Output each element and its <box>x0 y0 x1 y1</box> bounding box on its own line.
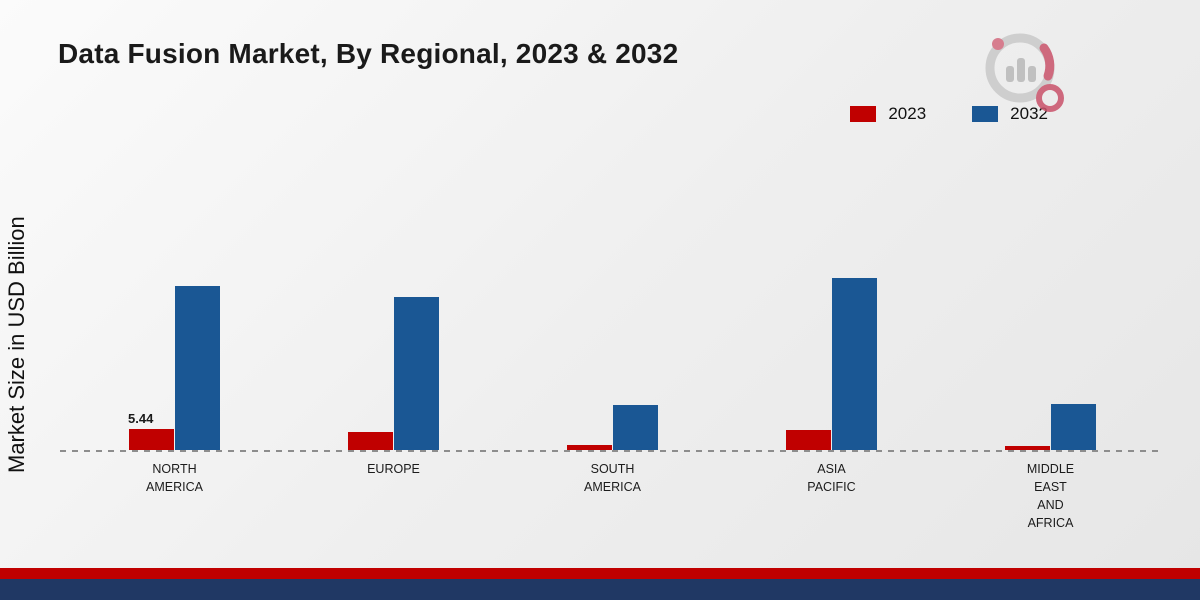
bar-group-europe: EUROPE <box>348 297 439 476</box>
bar-2023-middle-east-and-africa <box>1005 446 1050 450</box>
bar-2032-europe <box>394 297 439 450</box>
plot-area: 5.44 NORTH AMERICA EUROPE SOUTH AMERICA ASIA PA… <box>65 210 1160 530</box>
bar-group-middle-east-and-africa: MIDDLE EAST AND AFRICA <box>1005 404 1096 530</box>
bar-2023-europe <box>348 431 393 450</box>
bar-2032-south-america <box>613 405 658 450</box>
bar-value-label: 5.44 <box>128 410 154 426</box>
legend-label-2032: 2032 <box>1010 104 1048 123</box>
chart-title: Data Fusion Market, By Regional, 2023 & … <box>58 38 679 69</box>
footer-stripe-red <box>0 568 1200 579</box>
legend-swatch-2032 <box>972 106 999 122</box>
footer-stripe-navy <box>0 579 1200 600</box>
bar-2023-north-america <box>129 428 174 450</box>
bar-2032-asia-pacific <box>832 278 877 450</box>
market-research-logo-icon <box>985 33 1064 112</box>
category-label-south-america: SOUTH AMERICA <box>584 462 641 495</box>
bar-group-north-america: 5.44 NORTH AMERICA <box>128 285 220 494</box>
legend-item-2023: 2023 <box>850 104 926 124</box>
x-axis-baseline <box>60 450 1164 452</box>
legend-label-2023: 2023 <box>888 104 927 123</box>
legend-swatch-2023 <box>850 106 877 122</box>
bar-2023-south-america <box>567 445 612 450</box>
category-label-middle-east-and-africa: MIDDLE EAST AND AFRICA <box>1026 462 1075 531</box>
bar-group-south-america: SOUTH AMERICA <box>567 405 658 494</box>
bar-group-asia-pacific: ASIA PACIFIC <box>786 278 877 494</box>
legend-item-2032: 2032 <box>972 104 1048 124</box>
y-axis-label: Market Size in USD Billion <box>4 216 29 474</box>
legend: 2023 2032 <box>850 104 1048 124</box>
bar-2032-north-america <box>175 285 220 450</box>
bar-2032-middle-east-and-africa <box>1051 404 1096 450</box>
bar-2023-asia-pacific <box>786 429 831 450</box>
category-label-north-america: NORTH AMERICA <box>146 462 203 495</box>
category-label-asia-pacific: ASIA PACIFIC <box>807 462 856 495</box>
category-label-europe: EUROPE <box>367 462 420 476</box>
